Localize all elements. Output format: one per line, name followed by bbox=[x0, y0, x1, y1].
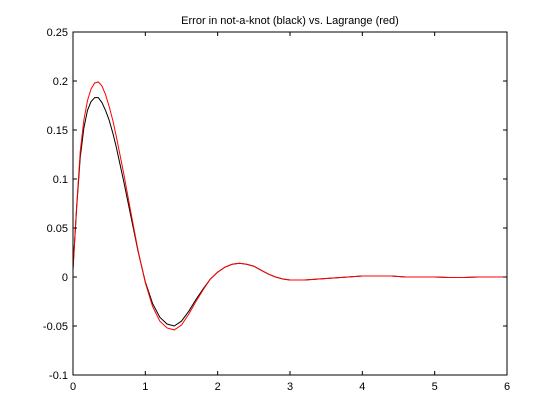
x-tick-label: 2 bbox=[215, 381, 221, 393]
y-tick-label: 0.15 bbox=[47, 125, 68, 137]
x-axis-ticks: 0 1 2 3 4 5 6 bbox=[70, 32, 510, 393]
y-tick-label: 0.25 bbox=[47, 27, 68, 39]
y-tick-label: 0.1 bbox=[53, 174, 68, 186]
series-line-1 bbox=[72, 81, 507, 331]
plot-area-frame bbox=[72, 31, 508, 376]
series-line-0 bbox=[72, 97, 507, 327]
y-tick-label: 0.2 bbox=[53, 76, 68, 88]
y-tick-label: -0.05 bbox=[43, 321, 68, 333]
chart-title: Error in not-a-knot (black) vs. Lagrange… bbox=[181, 15, 399, 27]
y-axis-ticks: -0.1 -0.05 0 0.05 0.1 0.15 0.2 0.25 bbox=[43, 27, 507, 382]
x-tick-label: 0 bbox=[70, 381, 76, 393]
series-layer bbox=[72, 81, 507, 331]
x-tick-label: 6 bbox=[504, 381, 510, 393]
y-tick-label: 0 bbox=[62, 272, 68, 284]
x-tick-label: 4 bbox=[359, 381, 365, 393]
x-tick-label: 3 bbox=[287, 381, 293, 393]
x-tick-label: 1 bbox=[142, 381, 148, 393]
y-tick-label: 0.05 bbox=[47, 223, 68, 235]
y-tick-label: -0.1 bbox=[49, 370, 68, 382]
x-tick-label: 5 bbox=[432, 381, 438, 393]
